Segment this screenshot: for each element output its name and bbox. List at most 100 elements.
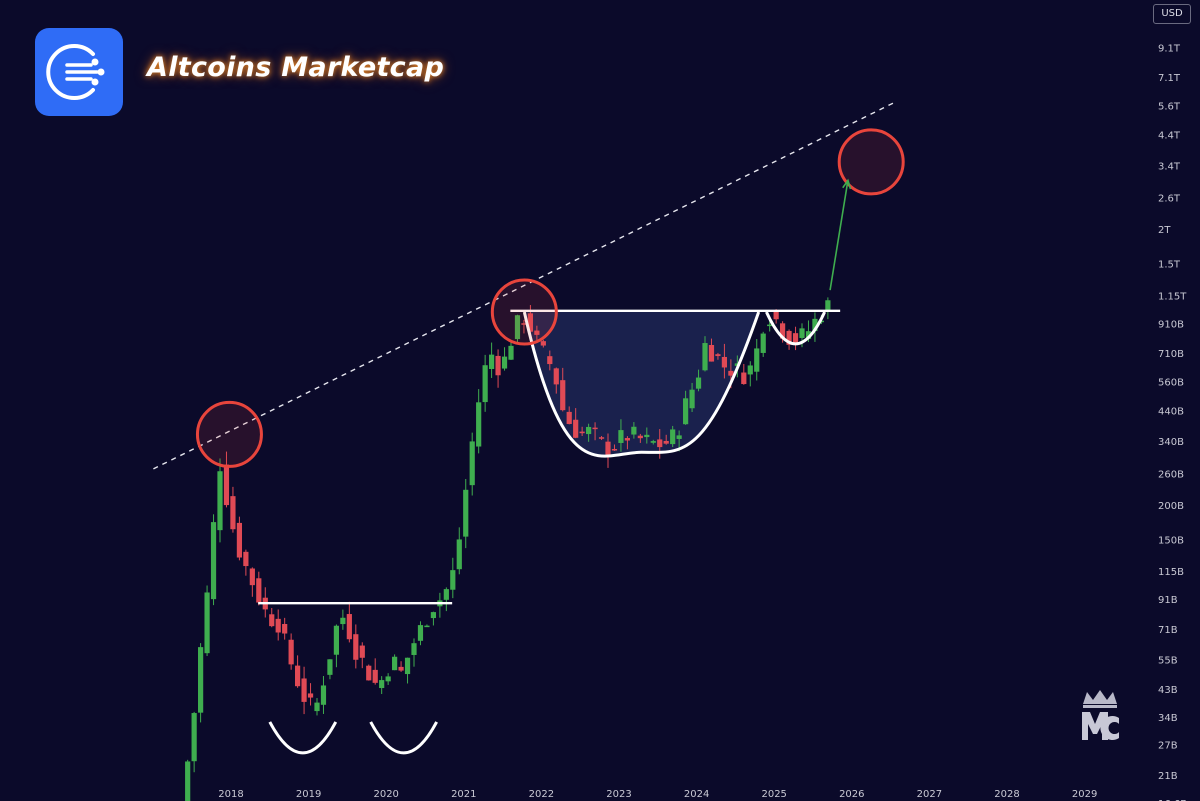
candle-down — [527, 313, 534, 332]
candle-up — [450, 570, 456, 590]
candle-down — [573, 419, 579, 438]
candle-up — [198, 647, 204, 713]
candle-down — [773, 310, 779, 320]
y-tick-label: 150B — [1158, 535, 1184, 546]
y-tick-label: 5.6T — [1158, 102, 1181, 113]
projection-arrow-head — [842, 178, 852, 190]
candle-down — [249, 568, 255, 586]
candle-down — [611, 449, 618, 451]
double-bottom-curve — [268, 721, 338, 755]
candle-down — [715, 354, 721, 357]
candle-up — [443, 589, 449, 600]
highlight-circle — [195, 400, 263, 468]
candle-down — [605, 441, 611, 456]
candle-down — [275, 618, 281, 633]
y-tick-label: 91B — [1158, 595, 1178, 606]
candle-down — [741, 372, 747, 385]
candle-down — [566, 411, 572, 424]
candle-up — [314, 702, 320, 712]
y-tick-label: 200B — [1158, 501, 1184, 512]
candle-up — [825, 300, 831, 311]
currency-label[interactable]: USD — [1153, 4, 1191, 24]
candle-down — [792, 333, 799, 344]
x-tick-label: 2028 — [994, 789, 1019, 800]
candle-up — [320, 685, 327, 705]
candle-up — [333, 625, 340, 655]
candle-down — [540, 341, 546, 346]
candle-up — [501, 356, 508, 369]
candle-down — [359, 645, 365, 658]
x-tick-label: 2026 — [839, 789, 864, 800]
y-tick-label: 27B — [1158, 741, 1178, 752]
candle-down — [624, 438, 631, 441]
y-tick-label: 3.4T — [1158, 161, 1181, 172]
app-logo — [35, 28, 123, 116]
candle-up — [204, 592, 210, 654]
candle-up — [754, 348, 760, 372]
candle-up — [456, 539, 462, 570]
x-tick-label: 2019 — [296, 789, 321, 800]
candle-up — [379, 680, 385, 689]
candle-up — [586, 426, 592, 435]
y-tick-label: 560B — [1158, 377, 1184, 388]
x-tick-label: 2018 — [218, 789, 243, 800]
y-tick-label: 115B — [1158, 567, 1184, 578]
x-tick-label: 2023 — [606, 789, 631, 800]
candle-down — [243, 551, 249, 567]
candle-down — [282, 624, 288, 634]
cup-curve — [522, 311, 761, 458]
candle-up — [689, 389, 695, 409]
candle-up — [670, 429, 676, 445]
candle-up — [217, 471, 223, 531]
y-tick-label: 71B — [1158, 625, 1178, 636]
highlight-circle — [490, 278, 558, 346]
candle-down — [230, 496, 236, 530]
candle-up — [618, 430, 624, 443]
y-tick-label: 1.15T — [1158, 291, 1187, 302]
x-tick-label: 2022 — [529, 789, 554, 800]
candle-up — [430, 612, 437, 619]
candle-down — [728, 370, 734, 376]
candle-up — [340, 617, 346, 625]
candle-down — [353, 634, 359, 660]
candle-up — [760, 333, 766, 353]
candle-down — [346, 614, 352, 640]
x-tick-label: 2024 — [684, 789, 709, 800]
y-tick-label: 7.1T — [1158, 73, 1181, 84]
x-tick-label: 2029 — [1072, 789, 1097, 800]
candle-down — [366, 665, 372, 681]
crown-mc-monogram-icon — [1082, 690, 1119, 740]
x-tick-label: 2027 — [917, 789, 942, 800]
candle-up — [683, 398, 689, 425]
cup-fill-layer — [524, 312, 759, 457]
y-tick-label: 710B — [1158, 349, 1184, 360]
candle-up — [482, 365, 488, 403]
handle-curve — [765, 311, 827, 346]
candle-down — [236, 522, 243, 558]
candle-up — [185, 761, 191, 801]
candle-down — [521, 323, 527, 325]
candle-up — [695, 377, 702, 389]
y-tick-label: 16.6B — [1158, 799, 1187, 801]
candle-up — [767, 324, 773, 327]
x-axis: 2018 2019 2020 2021 2022 2023 2024 2025 2026 2027… — [218, 789, 1097, 800]
candle-up — [191, 713, 197, 762]
candle-down — [534, 330, 540, 335]
candle-up — [650, 441, 656, 443]
candle-up — [489, 354, 495, 369]
candle-up — [385, 676, 391, 682]
y-tick-label: 910B — [1158, 319, 1184, 330]
x-tick-label: 2020 — [373, 789, 398, 800]
candle-down — [288, 639, 294, 665]
candle-down — [780, 323, 786, 339]
cup-shaded-area — [524, 312, 759, 457]
candle-up — [411, 643, 417, 655]
candle-up — [424, 625, 430, 628]
candle-down — [598, 437, 605, 439]
y-tick-label: 260B — [1158, 469, 1184, 480]
y-axis: 15T11.5T9.1T7.1T5.6T4.4T3.4T2.6T2T1.5T1.… — [1158, 15, 1187, 801]
candle-down — [547, 356, 553, 365]
y-tick-label: 43B — [1158, 685, 1178, 696]
candle-down — [637, 435, 643, 439]
